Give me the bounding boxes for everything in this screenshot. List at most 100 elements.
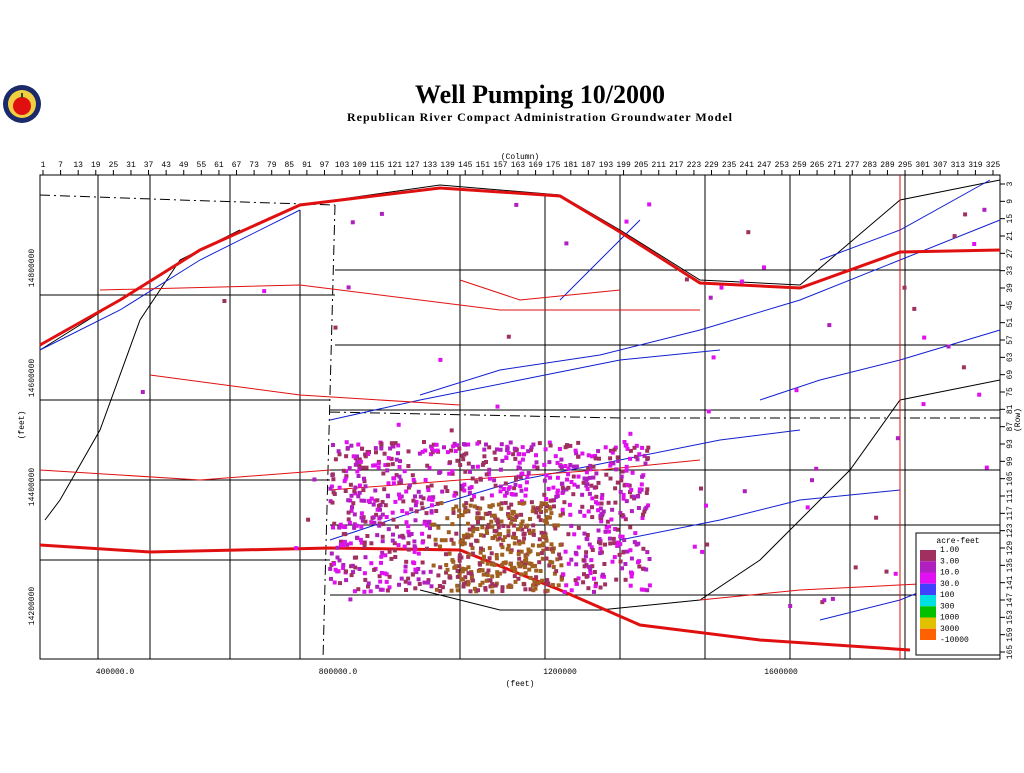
pumping-cell [484, 442, 488, 447]
pumping-cell [438, 357, 443, 362]
pumping-cell [400, 509, 405, 513]
pumping-cell [586, 509, 591, 514]
pumping-cell [352, 555, 357, 560]
pumping-cell [437, 470, 442, 475]
pumping-cell [568, 443, 573, 448]
pumping-cell [530, 509, 535, 514]
pumping-cell [549, 542, 554, 547]
pumping-cell [526, 471, 531, 475]
pumping-cell [594, 581, 598, 586]
pumping-cell [625, 483, 630, 487]
pumping-cell [547, 440, 552, 445]
pumping-cell [394, 524, 399, 529]
pumping-cell [362, 571, 367, 576]
pumping-cell [347, 466, 352, 471]
pumping-cell [520, 499, 524, 504]
pumping-cell [547, 460, 552, 465]
pumping-cell [480, 580, 485, 585]
pumping-cell [504, 490, 509, 495]
column-tick-label: 211 [652, 161, 667, 170]
pumping-cell [641, 546, 646, 551]
pumping-cell [406, 547, 411, 552]
pumping-cell [391, 481, 396, 486]
pumping-cell [584, 563, 589, 568]
pumping-cell [418, 494, 423, 499]
pumping-cell [531, 442, 536, 447]
pumping-cell [518, 475, 523, 480]
pumping-cell [333, 325, 338, 330]
pumping-cell [505, 547, 510, 552]
pumping-cell [498, 489, 503, 494]
pumping-cell [574, 464, 579, 469]
column-tick-label: 235 [722, 161, 737, 170]
pumping-cell [633, 531, 638, 536]
pumping-cell [465, 532, 470, 537]
pumping-cell [540, 556, 545, 561]
pumping-cell [406, 576, 411, 581]
pumping-cell [547, 515, 552, 520]
pumping-cell [470, 578, 475, 583]
pumping-cell [640, 474, 645, 479]
pumping-cell [420, 506, 425, 511]
pumping-cell [615, 544, 620, 548]
pumping-cell [396, 422, 401, 427]
pumping-cell [550, 583, 555, 587]
pumping-cell [525, 474, 530, 479]
legend-label: 30.0 [940, 580, 959, 589]
pumping-cell [576, 525, 581, 530]
pumping-cell [596, 480, 601, 485]
legend-label: -10000 [940, 636, 969, 645]
pumping-cell [564, 583, 569, 588]
pumping-cell [493, 583, 498, 588]
pumping-cell [598, 546, 603, 551]
pumping-cell [547, 563, 552, 568]
pumping-cell [490, 536, 495, 541]
pumping-cell [440, 489, 445, 494]
pumping-cell [613, 486, 618, 491]
pumping-cell [470, 464, 475, 469]
right-axis-label: (Row) [1014, 408, 1023, 432]
pumping-cell [530, 583, 535, 588]
pumping-cell [497, 532, 501, 537]
pumping-cell [386, 481, 391, 486]
pumping-cell [388, 446, 393, 451]
pumping-cell [514, 202, 519, 207]
pumping-cell [593, 584, 598, 589]
pumping-cell [467, 491, 472, 495]
pumping-cell [427, 465, 432, 470]
pumping-cell [794, 388, 799, 393]
pumping-cell [569, 557, 574, 562]
pumping-cell [589, 545, 594, 550]
pumping-cell [542, 462, 547, 467]
pumping-cell [582, 572, 586, 577]
pumping-cell [373, 488, 378, 493]
pumping-cell [531, 523, 536, 528]
pumping-cell [374, 512, 379, 517]
pumping-cell [361, 515, 366, 520]
pumping-cell [558, 513, 563, 518]
pumping-cell [562, 500, 567, 505]
pumping-cell [544, 538, 549, 543]
pumping-cell [542, 492, 547, 497]
pumping-cell [551, 485, 556, 490]
pumping-cell [553, 454, 558, 459]
pumping-cell [539, 530, 544, 535]
pumping-cell [634, 454, 639, 459]
pumping-cell [513, 579, 518, 584]
pumping-cell [425, 546, 429, 551]
pumping-cell [447, 471, 452, 476]
pumping-cell [517, 539, 521, 544]
pumping-cell [637, 489, 642, 494]
pumping-cell [618, 542, 623, 547]
pumping-cell [343, 532, 348, 537]
pumping-cell [581, 480, 586, 485]
pumping-cell [595, 501, 600, 506]
pumping-cell [402, 469, 407, 474]
pumping-cell [523, 554, 528, 559]
pumping-cell [399, 576, 404, 581]
pumping-cell [401, 499, 406, 504]
pumping-cell [397, 474, 402, 479]
pumping-cell [576, 474, 581, 479]
pumping-cell [719, 285, 724, 290]
pumping-cell [431, 563, 436, 568]
